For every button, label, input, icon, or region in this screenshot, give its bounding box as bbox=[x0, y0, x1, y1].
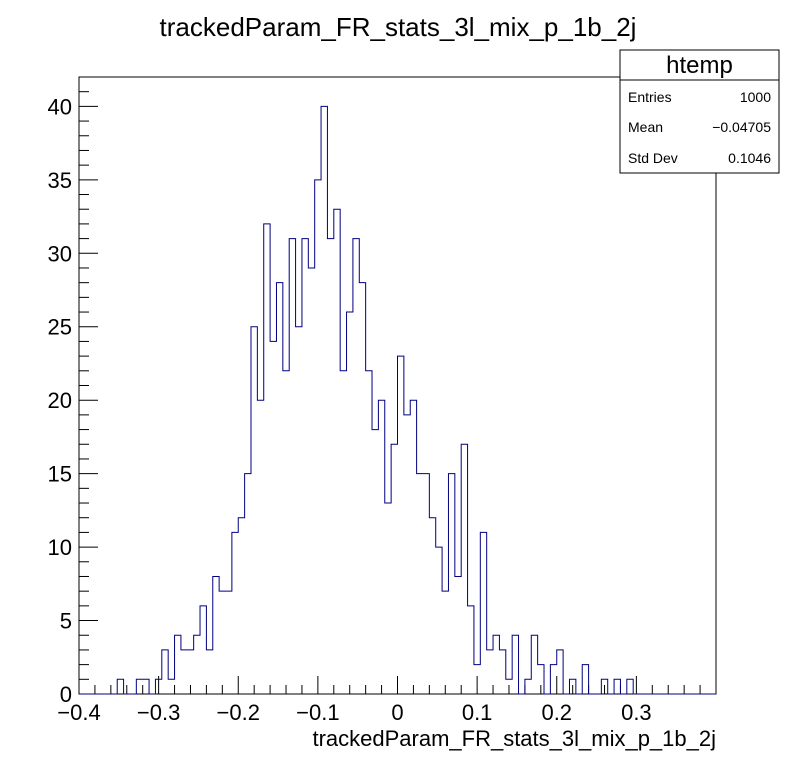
stats-box: htemp Entries 1000 Mean −0.04705 Std Dev… bbox=[619, 49, 780, 174]
y-tick-label: 35 bbox=[48, 168, 72, 193]
x-tick-label: 0.3 bbox=[621, 700, 652, 725]
stats-entries-value: 1000 bbox=[740, 89, 771, 105]
y-tick-label: 20 bbox=[48, 388, 72, 413]
axis-ticks bbox=[78, 76, 717, 695]
y-tick-label: 15 bbox=[48, 462, 72, 487]
stats-mean-label: Mean bbox=[628, 119, 663, 135]
y-tick-labels: 0 5 10 15 20 25 30 35 40 bbox=[48, 94, 72, 707]
x-tick-label: −0.2 bbox=[217, 700, 260, 725]
stats-stddev-label: Std Dev bbox=[628, 150, 678, 166]
stats-entries-label: Entries bbox=[628, 89, 672, 105]
x-tick-label: −0.4 bbox=[57, 700, 100, 725]
stats-box-title: htemp bbox=[666, 52, 733, 79]
x-tick-label: 0.1 bbox=[462, 700, 493, 725]
x-tick-label: −0.3 bbox=[137, 700, 180, 725]
stats-mean-value: −0.04705 bbox=[712, 119, 771, 135]
chart-title: trackedParam_FR_stats_3l_mix_p_1b_2j bbox=[160, 12, 637, 42]
y-tick-label: 25 bbox=[48, 315, 72, 340]
stats-stddev-value: 0.1046 bbox=[728, 150, 771, 166]
y-tick-label: 0 bbox=[60, 682, 72, 707]
x-axis-label: trackedParam_FR_stats_3l_mix_p_1b_2j bbox=[312, 726, 716, 751]
y-tick-label: 10 bbox=[48, 535, 72, 560]
x-tick-label: 0 bbox=[391, 700, 403, 725]
x-tick-label: 0.2 bbox=[541, 700, 572, 725]
y-tick-label: 5 bbox=[60, 609, 72, 634]
y-tick-label: 30 bbox=[48, 241, 72, 266]
y-tick-label: 40 bbox=[48, 94, 72, 119]
x-tick-label: −0.1 bbox=[296, 700, 339, 725]
histogram-series bbox=[79, 105, 716, 695]
x-tick-labels: −0.4 −0.3 −0.2 −0.1 0 0.1 0.2 0.3 bbox=[57, 700, 651, 725]
